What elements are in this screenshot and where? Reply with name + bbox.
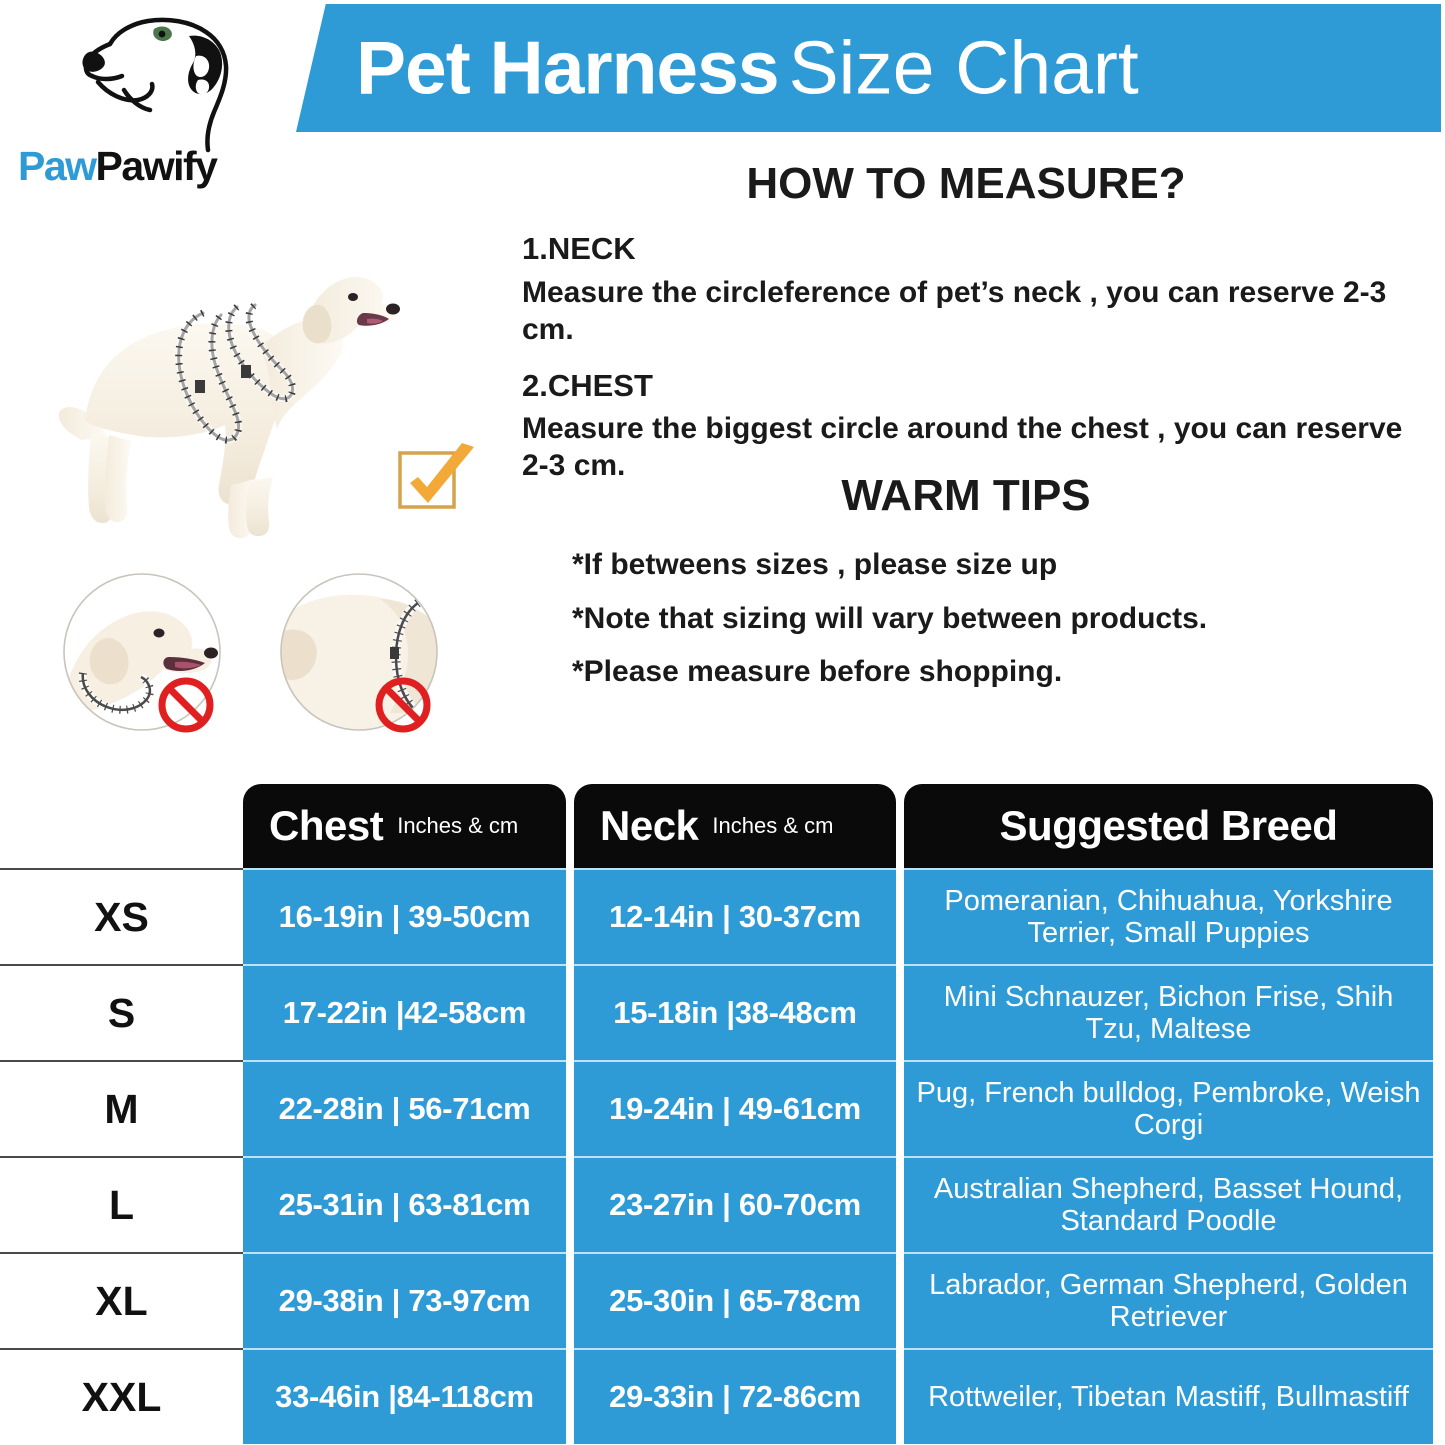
title-light-part: Size Chart bbox=[788, 25, 1139, 110]
header-breed-label: Suggested Breed bbox=[999, 802, 1338, 849]
cell-size: XL bbox=[0, 1252, 243, 1348]
table-row: XL 29-38in | 73-97cm 25-30in | 65-78cm L… bbox=[0, 1252, 1441, 1348]
cell-chest: 16-19in | 39-50cm bbox=[243, 868, 566, 964]
page-title: Pet Harness Size Chart bbox=[356, 30, 1139, 106]
cell-chest: 22-28in | 56-71cm bbox=[243, 1060, 566, 1156]
warm-tip-item: *If betweens sizes , please size up bbox=[572, 548, 1058, 582]
table-row: XS 16-19in | 39-50cm 12-14in | 30-37cm P… bbox=[0, 868, 1441, 964]
cell-neck: 19-24in | 49-61cm bbox=[574, 1060, 896, 1156]
measure-step-2-text: Measure the biggest circle around the ch… bbox=[522, 411, 1403, 483]
cell-chest: 29-38in | 73-97cm bbox=[243, 1252, 566, 1348]
header-neck-units: Inches & cm bbox=[712, 813, 834, 838]
logo-text-paw: Paw bbox=[18, 143, 97, 189]
header-chest-units: Inches & cm bbox=[397, 813, 519, 838]
cell-chest: 17-22in |42-58cm bbox=[243, 964, 566, 1060]
brand-logo: PawPawify bbox=[8, 8, 293, 198]
cell-size: M bbox=[0, 1060, 243, 1156]
prohibited-icon bbox=[158, 677, 214, 733]
table-row: L 25-31in | 63-81cm 23-27in | 60-70cm Au… bbox=[0, 1156, 1441, 1252]
cell-neck: 29-33in | 72-86cm bbox=[574, 1348, 896, 1444]
warm-tips-heading: WARM TIPS bbox=[841, 471, 1091, 520]
dog-with-measuring-tape-photo bbox=[58, 277, 400, 539]
header-banner: Pet Harness Size Chart bbox=[296, 4, 1441, 132]
warm-tips-list: *If betweens sizes , please size up *Not… bbox=[500, 546, 1432, 691]
cell-neck: 15-18in |38-48cm bbox=[574, 964, 896, 1060]
dog-head-icon bbox=[82, 17, 229, 153]
header-chest-column: Chest Inches & cm bbox=[243, 784, 566, 868]
how-to-measure-section: HOW TO MEASURE? 1.NECK Measure the circl… bbox=[500, 159, 1432, 503]
cell-neck: 25-30in | 65-78cm bbox=[574, 1252, 896, 1348]
header-neck-label: Neck bbox=[600, 802, 699, 849]
title-bold-part: Pet Harness bbox=[356, 25, 780, 110]
table-row: S 17-22in |42-58cm 15-18in |38-48cm Mini… bbox=[0, 964, 1441, 1060]
cell-breed: Australian Shepherd, Basset Hound, Stand… bbox=[904, 1156, 1433, 1252]
cell-breed: Labrador, German Shepherd, Golden Retrie… bbox=[904, 1252, 1433, 1348]
how-to-measure-heading: HOW TO MEASURE? bbox=[746, 159, 1186, 208]
cell-neck: 23-27in | 60-70cm bbox=[574, 1156, 896, 1252]
incorrect-chest-measure-photo bbox=[280, 573, 438, 733]
chest-tape bbox=[175, 309, 243, 444]
measure-step-1-label: 1.NECK bbox=[522, 231, 636, 267]
table-row: XXL 33-46in |84-118cm 29-33in | 72-86cm … bbox=[0, 1348, 1441, 1444]
warm-tip-item: *Please measure before shopping. bbox=[572, 655, 1063, 689]
orange-check-mark-icon bbox=[398, 443, 474, 509]
cell-breed: Pomeranian, Chihuahua, Yorkshire Terrier… bbox=[904, 868, 1433, 964]
logo-wordmark: PawPawify bbox=[18, 146, 278, 187]
cell-size: XS bbox=[0, 868, 243, 964]
cell-breed: Rottweiler, Tibetan Mastiff, Bullmastiff bbox=[904, 1348, 1433, 1444]
incorrect-neck-measure-photo bbox=[63, 573, 221, 733]
logo-text-pawify: Pawify bbox=[95, 143, 218, 189]
cell-size: XXL bbox=[0, 1348, 243, 1444]
cell-breed: Pug, French bulldog, Pembroke, Weish Cor… bbox=[904, 1060, 1433, 1156]
measure-step-1-text: Measure the circleference of pet’s neck … bbox=[522, 275, 1387, 347]
warm-tip-item: *Note that sizing will vary between prod… bbox=[572, 601, 1208, 635]
cell-size: S bbox=[0, 964, 243, 1060]
cell-chest: 25-31in | 63-81cm bbox=[243, 1156, 566, 1252]
cell-neck: 12-14in | 30-37cm bbox=[574, 868, 896, 964]
size-chart-table: Chest Inches & cm Neck Inches & cm Sugge… bbox=[0, 770, 1441, 1445]
prohibited-icon bbox=[375, 677, 431, 733]
header-breed-column: Suggested Breed bbox=[904, 784, 1433, 868]
cell-chest: 33-46in |84-118cm bbox=[243, 1348, 566, 1444]
header-chest-label: Chest bbox=[269, 802, 384, 849]
measure-step-2-label: 2.CHEST bbox=[522, 367, 653, 403]
warm-tips-section: WARM TIPS *If betweens sizes , please si… bbox=[500, 471, 1432, 707]
header-neck-column: Neck Inches & cm bbox=[574, 784, 896, 868]
cell-size: L bbox=[0, 1156, 243, 1252]
table-row: M 22-28in | 56-71cm 19-24in | 49-61cm Pu… bbox=[0, 1060, 1441, 1156]
table-header-row: Chest Inches & cm Neck Inches & cm Sugge… bbox=[0, 770, 1441, 868]
cell-breed: Mini Schnauzer, Bichon Frise, Shih Tzu, … bbox=[904, 964, 1433, 1060]
header-size-column bbox=[0, 784, 243, 868]
neck-tape bbox=[225, 301, 297, 403]
